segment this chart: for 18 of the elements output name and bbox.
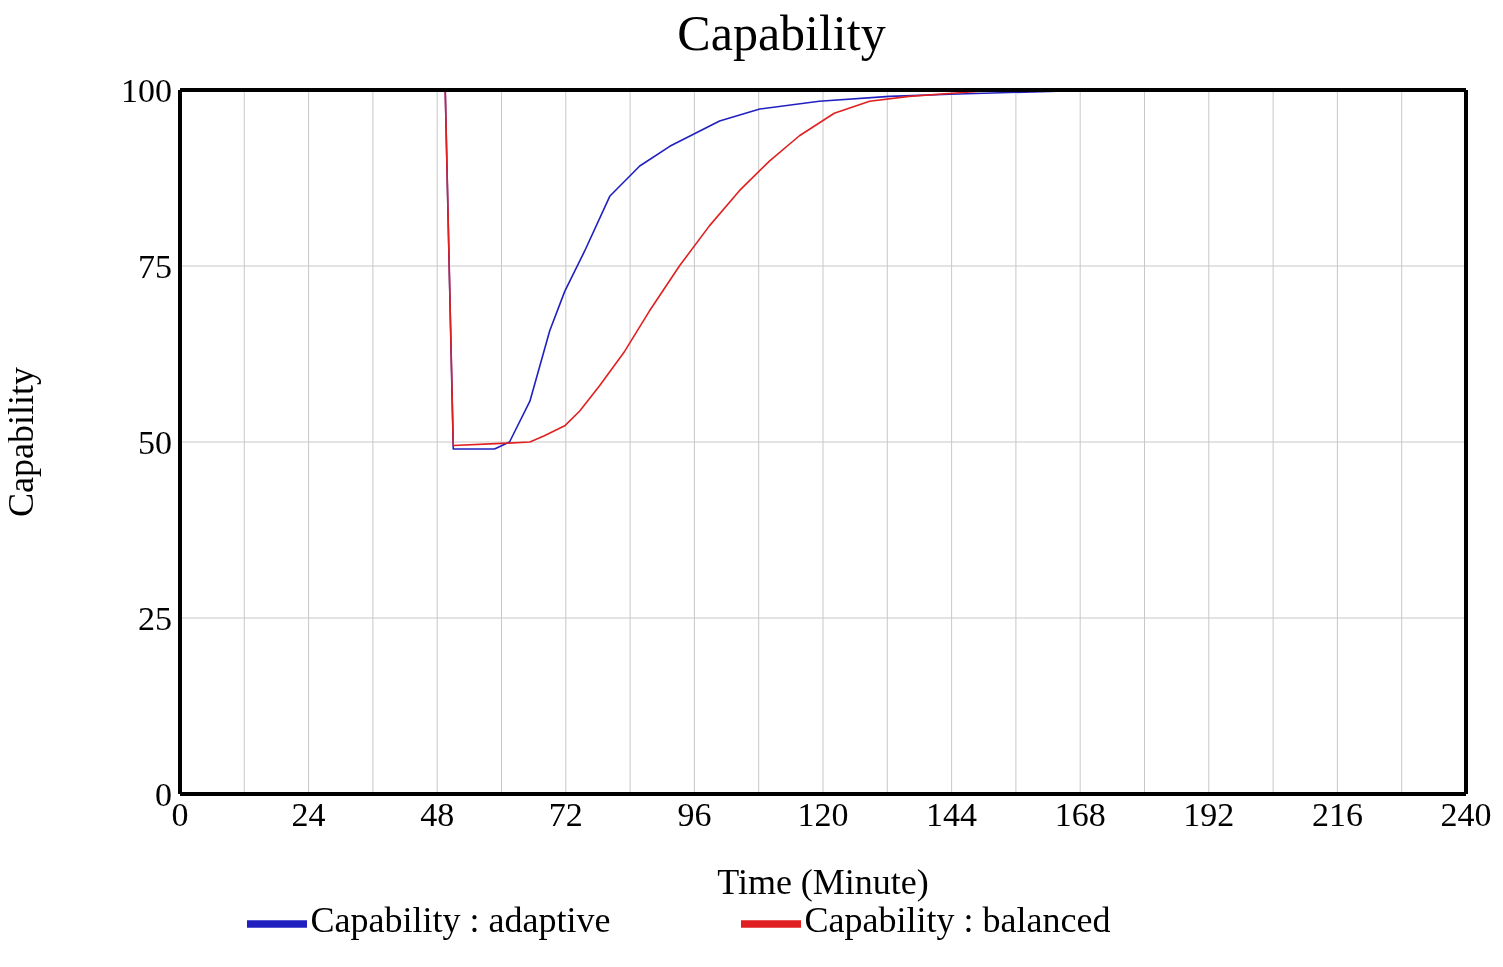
- x-tick-label: 96: [677, 796, 712, 834]
- legend-label: Capability : adaptive: [310, 900, 611, 941]
- y-tick-label: 75: [138, 248, 172, 286]
- x-tick-label: 168: [1054, 796, 1106, 834]
- x-tick-label: 48: [420, 796, 455, 834]
- chart-title: Capability: [676, 5, 887, 63]
- x-axis-title: Time (Minute): [717, 862, 929, 902]
- y-axis-title: Capability: [0, 367, 41, 517]
- x-tick-label: 24: [291, 796, 326, 834]
- x-tick-label: 216: [1311, 796, 1363, 834]
- x-tick-label: 240: [1440, 796, 1492, 834]
- y-tick-label: 25: [138, 600, 172, 638]
- x-tick-label: 192: [1183, 796, 1235, 834]
- x-tick-label: 144: [926, 796, 978, 834]
- x-tick-label: 72: [548, 796, 583, 834]
- y-tick-label: 50: [138, 424, 172, 462]
- x-tick-label: 120: [797, 796, 849, 834]
- y-tick-label: 100: [121, 72, 172, 110]
